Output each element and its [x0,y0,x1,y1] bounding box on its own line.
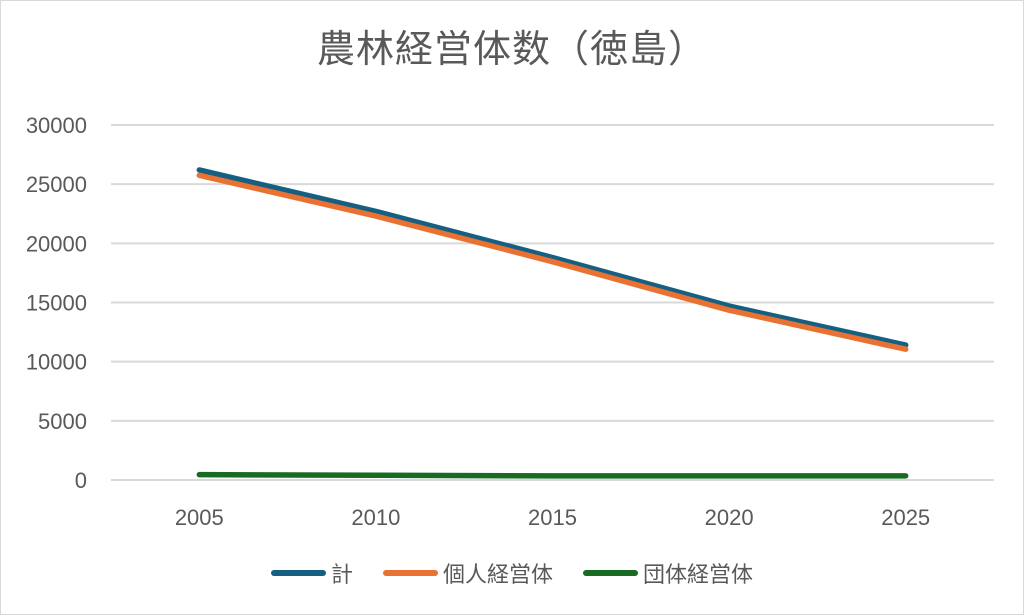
legend-line-swatch-total [270,570,326,576]
legend-item-group: 団体経営体 [583,557,753,589]
series-line-個人経営体 [196,172,909,352]
y-axis-tick-label: 30000 [26,113,87,138]
x-axis-tick-label: 2010 [351,505,400,530]
y-axis-tick-label: 20000 [26,231,87,256]
y-axis-tick-label: 10000 [26,350,87,375]
y-axis-tick-label: 25000 [26,172,87,197]
legend-label-total: 計 [330,562,353,587]
legend-line-swatch-group [583,570,638,576]
x-axis-tick-label: 2015 [528,505,577,530]
chart-title: 農林経営体数（徳島） [316,29,707,71]
series-line-団体経営体 [196,471,909,479]
x-axis-tick-label: 2020 [705,505,754,530]
legend-item-individual: 個人経営体 [382,557,553,589]
y-axis-tick-label: 5000 [38,409,87,434]
legend: 計 個人経営体 団体経営体 [1,556,1023,590]
series-line-計 [196,167,909,348]
legend-item-total: 計 [270,557,353,589]
legend-label-group: 団体経営体 [643,562,754,587]
y-axis-tick-label: 0 [75,468,87,493]
legend-line-swatch-individual [382,570,438,576]
legend-label-individual: 個人経営体 [442,562,553,587]
x-axis-tick-label: 2025 [881,505,930,530]
x-axis-tick-label: 2005 [175,505,224,530]
y-axis-tick-label: 15000 [26,291,87,316]
